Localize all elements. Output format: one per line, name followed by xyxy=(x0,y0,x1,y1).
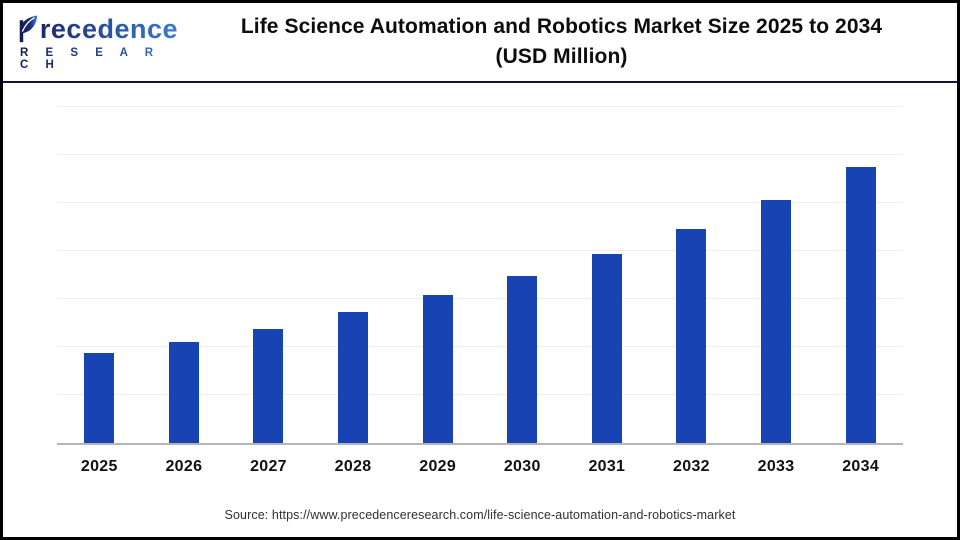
bar-slot xyxy=(57,107,142,443)
leaf-p-icon xyxy=(19,15,38,43)
source-text: Source: https://www.precedenceresearch.c… xyxy=(224,508,736,522)
brand-logo-top: recedence xyxy=(18,13,178,45)
x-tick-label-2030: 2030 xyxy=(503,458,541,475)
gridline xyxy=(57,154,903,155)
bar-slot xyxy=(734,107,819,443)
bar-slot xyxy=(311,107,396,443)
x-tick-label-2026: 2026 xyxy=(165,458,203,475)
bar-2025 xyxy=(84,352,115,443)
header: recedence R E S E A R C H Life Science A… xyxy=(3,3,957,83)
x-axis-labels: 2025 2026 2027 2028 2029 2030 2031 2032 2033 2034 xyxy=(57,458,903,476)
x-tick-label-2032: 2032 xyxy=(673,458,710,475)
bar-slot xyxy=(818,107,903,443)
bar-slot xyxy=(226,107,311,443)
brand-name: recedence xyxy=(39,14,178,44)
bar-slot xyxy=(565,107,650,443)
footer: Source: https://www.precedenceresearch.c… xyxy=(3,506,957,524)
brand-logo: recedence R E S E A R C H xyxy=(18,13,178,71)
bar-2029 xyxy=(422,295,453,443)
gridline xyxy=(57,202,903,203)
bar-slot xyxy=(649,107,734,443)
brand-subtitle: R E S E A R C H xyxy=(20,47,178,71)
x-tick-label-2025: 2025 xyxy=(80,458,118,475)
bars-row xyxy=(57,107,903,443)
x-tick-label-2031: 2031 xyxy=(588,458,626,475)
gridline xyxy=(57,106,903,107)
x-tick-label-2034: 2034 xyxy=(842,458,880,475)
bar-slot xyxy=(480,107,565,443)
x-tick-label-2033: 2033 xyxy=(757,458,795,475)
bar-2034 xyxy=(845,167,876,443)
gridline xyxy=(57,250,903,251)
bar-2032 xyxy=(676,228,707,443)
bar-2026 xyxy=(168,342,199,443)
x-tick-label-2028: 2028 xyxy=(334,458,372,475)
x-tick-label-2027: 2027 xyxy=(250,458,287,475)
bar-2033 xyxy=(761,200,792,443)
chart-title: Life Science Automation and Robotics Mar… xyxy=(178,12,957,72)
bar-2031 xyxy=(591,253,622,443)
bar-slot xyxy=(142,107,227,443)
gridline xyxy=(57,298,903,299)
gridline xyxy=(57,394,903,395)
bar-slot xyxy=(395,107,480,443)
bar-2030 xyxy=(507,276,538,443)
bar-2028 xyxy=(338,312,369,443)
chart-title-line2: (USD Million) xyxy=(495,45,628,68)
x-tick-label-2029: 2029 xyxy=(419,458,457,475)
x-axis-line xyxy=(57,443,903,445)
bar-2027 xyxy=(253,328,284,443)
chart-title-line1: Life Science Automation and Robotics Mar… xyxy=(240,15,883,39)
plot-area xyxy=(57,106,903,445)
gridline xyxy=(57,346,903,347)
